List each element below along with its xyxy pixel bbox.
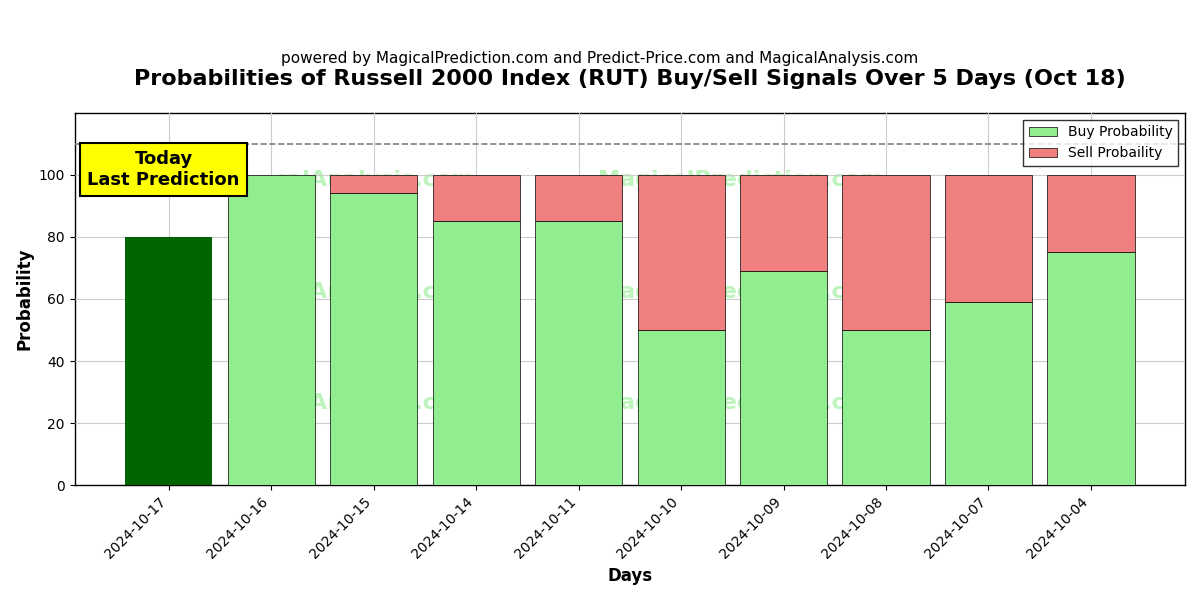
Bar [330,175,418,193]
Text: calAnalysis.com: calAnalysis.com [274,393,475,413]
Text: Today
Last Prediction: Today Last Prediction [88,150,240,189]
Bar [842,175,930,330]
X-axis label: Days: Days [607,567,653,585]
Text: powered by MagicalPrediction.com and Predict-Price.com and MagicalAnalysis.com: powered by MagicalPrediction.com and Pre… [281,51,919,66]
Text: calAnalysis.com: calAnalysis.com [274,281,475,302]
Title: Probabilities of Russell 2000 Index (RUT) Buy/Sell Signals Over 5 Days (Oct 18): Probabilities of Russell 2000 Index (RUT… [134,69,1126,89]
Y-axis label: Probability: Probability [16,248,34,350]
Legend: Buy Probability, Sell Probaility: Buy Probability, Sell Probaility [1024,120,1178,166]
Text: calAnalysis.com: calAnalysis.com [274,170,475,190]
Bar [842,330,930,485]
Bar [740,271,827,485]
Bar [740,175,827,271]
Bar [432,221,520,485]
Bar [535,221,622,485]
Bar [637,330,725,485]
Bar [535,175,622,221]
Bar [330,193,418,485]
Bar [1048,175,1134,253]
Text: MagicalPrediction.com: MagicalPrediction.com [598,393,883,413]
Bar [125,237,212,485]
Text: MagicalPrediction.com: MagicalPrediction.com [598,281,883,302]
Bar [637,175,725,330]
Text: MagicalPrediction.com: MagicalPrediction.com [598,170,883,190]
Bar [1048,253,1134,485]
Bar [944,175,1032,302]
Bar [432,175,520,221]
Bar [944,302,1032,485]
Bar [228,175,314,485]
